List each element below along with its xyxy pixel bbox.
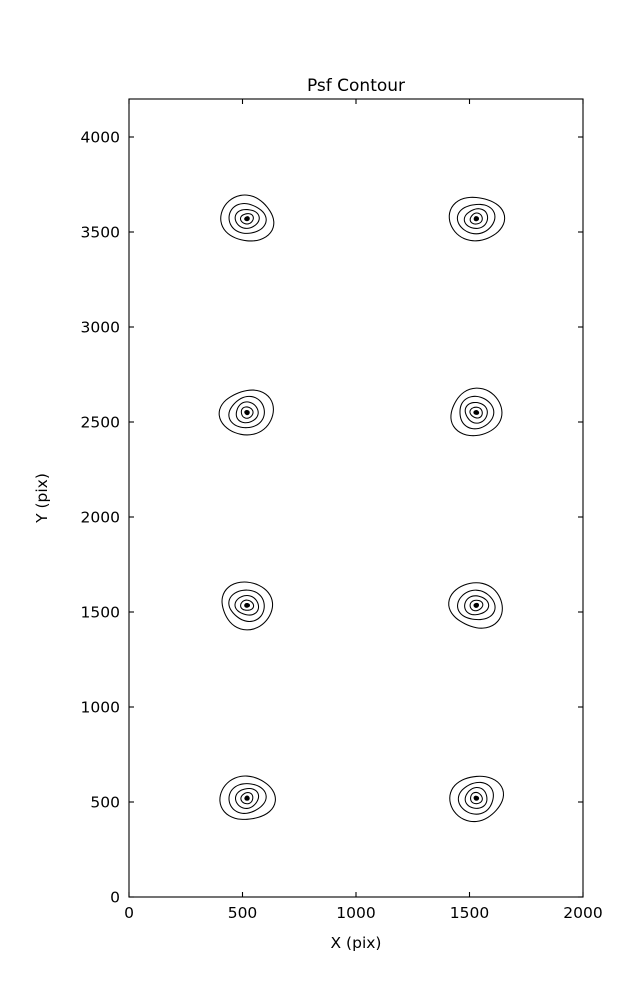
contour-ring-level: [448, 582, 503, 629]
x-tick-label: 1000: [336, 904, 375, 922]
contour-ring-level: [220, 194, 275, 242]
contour-ring-level: [463, 208, 489, 229]
contour-ring-level: [464, 786, 488, 809]
contour-core-level: [244, 795, 250, 801]
contour-ring-level: [219, 775, 276, 820]
contour-peak: [220, 194, 275, 242]
y-tick-label: 500: [90, 794, 120, 812]
contour-ring-level: [457, 781, 494, 815]
x-axis-ticks: 0 500 1000 1500 2000: [124, 99, 603, 922]
contour-peak: [448, 582, 503, 629]
contour-ring-level: [218, 389, 274, 436]
contour-ring-level: [459, 395, 495, 430]
y-tick-label: 0: [110, 889, 120, 907]
contour-peaks-group: [218, 194, 506, 823]
contour-ring-level: [464, 595, 490, 616]
contour-ring-level: [448, 196, 506, 242]
x-axis-label: X (pix): [331, 934, 382, 952]
contour-ring-level: [470, 791, 483, 805]
page-title: Psf Contour: [307, 76, 405, 96]
contour-peak: [221, 581, 274, 631]
x-tick-label: 2000: [563, 904, 602, 922]
contour-ring-level: [234, 787, 260, 809]
contour-ring-level: [228, 589, 265, 623]
contour-peak: [219, 775, 276, 820]
y-tick-label: 3000: [81, 319, 120, 337]
y-axis-ticks: 0 500 1000 1500 2000 2500 3000 3500 4000: [81, 129, 583, 907]
y-axis-label: Y (pix): [33, 473, 51, 524]
y-tick-label: 1500: [81, 604, 120, 622]
contour-ring-level: [228, 783, 267, 814]
contour-core-level: [473, 795, 480, 801]
y-tick-label: 2500: [81, 414, 120, 432]
x-tick-label: 500: [228, 904, 258, 922]
y-tick-label: 1000: [81, 699, 120, 717]
contour-ring-level: [235, 401, 259, 424]
contour-core-level: [244, 216, 250, 222]
contour-ring-level: [456, 203, 496, 235]
contour-core-level: [473, 602, 480, 608]
contour-ring-level: [450, 387, 503, 437]
y-tick-label: 3500: [81, 224, 120, 242]
contour-ring-level: [228, 203, 267, 234]
contour-peak: [448, 196, 506, 242]
contour-ring-level: [240, 599, 255, 611]
contour-core-level: [244, 410, 250, 416]
contour-core-level: [473, 410, 480, 415]
contour-ring-level: [234, 209, 260, 229]
y-tick-label: 2000: [81, 509, 120, 527]
contour-ring-level: [449, 775, 505, 823]
contour-ring-level: [228, 395, 265, 429]
contour-ring-level: [469, 406, 483, 419]
contour-ring-level: [221, 581, 274, 631]
contour-ring-level: [469, 212, 483, 225]
contour-core-level: [244, 602, 251, 608]
contour-ring-level: [239, 213, 254, 225]
contour-core-level: [473, 216, 480, 222]
y-tick-label: 4000: [81, 129, 120, 147]
x-tick-label: 0: [124, 904, 134, 922]
x-tick-label: 1500: [450, 904, 489, 922]
contour-ring-level: [457, 589, 496, 621]
contour-ring-level: [464, 401, 488, 424]
contour-ring-level: [240, 406, 254, 419]
contour-ring-level: [240, 792, 254, 805]
contour-peak: [218, 389, 274, 436]
contour-peak: [449, 775, 505, 823]
axes-frame: [128, 98, 584, 898]
contour-peak: [450, 387, 503, 437]
contour-ring-level: [469, 599, 484, 612]
contour-ring-level: [234, 594, 260, 616]
